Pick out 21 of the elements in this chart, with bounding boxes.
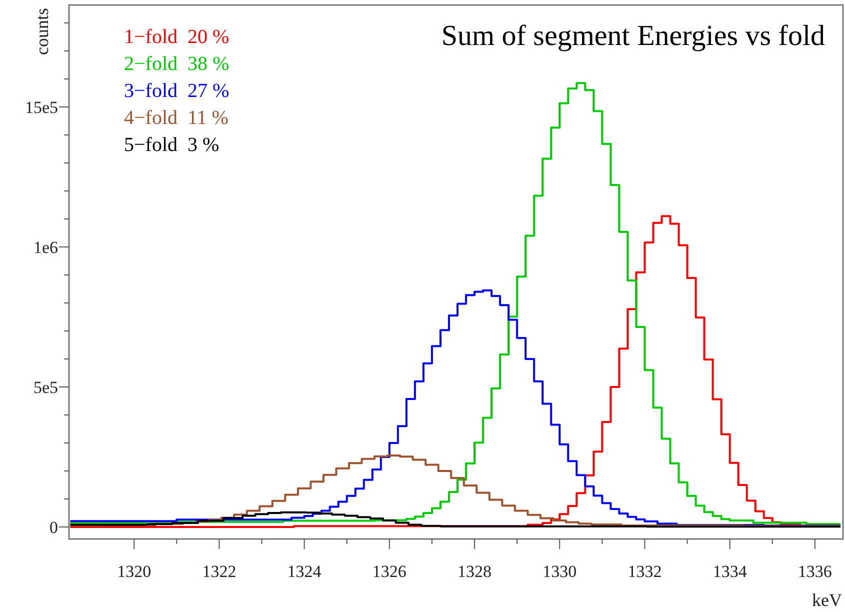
y-tick-label: 15e5 xyxy=(24,98,58,117)
x-tick-label: 1326 xyxy=(372,562,406,581)
text: 1−fold 20 % xyxy=(124,26,230,48)
y-tick-label: 1e6 xyxy=(33,238,58,257)
x-tick-label: 1336 xyxy=(798,562,832,581)
x-tick-label: 1332 xyxy=(628,562,662,581)
x-tick-label: 1320 xyxy=(117,562,152,581)
x-tick-label: 1328 xyxy=(458,562,492,581)
y-axis-title: counts xyxy=(32,8,52,55)
x-tick-label: 1334 xyxy=(712,562,748,581)
text: 3−fold 27 % xyxy=(124,80,230,102)
text: Sum of segment Energies vs fold xyxy=(441,20,826,52)
y-tick-label: 0 xyxy=(50,518,58,537)
text: 4−fold 11 % xyxy=(124,107,228,129)
y-tick-label: 5e5 xyxy=(33,378,58,397)
text: 2−fold 38 % xyxy=(124,53,230,75)
x-tick-label: 1322 xyxy=(202,562,236,581)
x-axis-title: keV xyxy=(812,590,842,610)
text: 5−fold 3 % xyxy=(124,134,220,156)
x-tick-label: 1324 xyxy=(287,562,322,581)
x-tick-label: 1330 xyxy=(542,562,577,581)
